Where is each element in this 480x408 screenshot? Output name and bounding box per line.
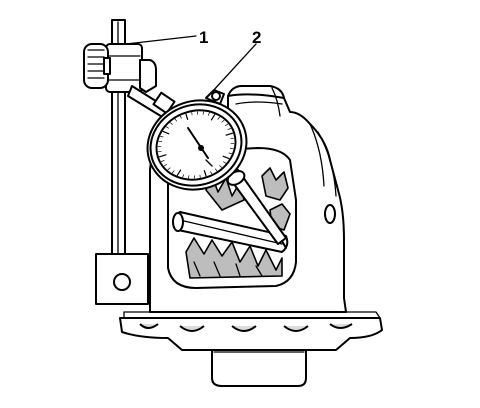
case-flange [119, 317, 383, 351]
dial-tick [217, 116, 221, 120]
dial-tick [225, 132, 234, 136]
dial-tick [227, 127, 232, 131]
dial-tick [185, 113, 189, 120]
dial-tick [182, 174, 185, 178]
dial-indicator [146, 89, 287, 249]
callout-1: 1 [125, 28, 208, 47]
dial-tick [160, 159, 165, 163]
dial-tick [219, 165, 223, 168]
dial-tick [187, 175, 190, 179]
base-knob [113, 273, 131, 291]
dial-pivot [198, 145, 204, 151]
dial-tick [174, 118, 178, 122]
pinion-gear-teeth [185, 237, 283, 279]
dial-tick [179, 115, 182, 119]
dial-tick [167, 167, 171, 171]
thumb-screw-knob [83, 43, 111, 89]
dial-tick [169, 122, 173, 125]
flange-bosses [139, 323, 353, 332]
dial-tick [165, 126, 170, 129]
dial-ticks [157, 111, 235, 179]
magnetic-base-stand [83, 19, 176, 305]
dial-tick [228, 152, 232, 155]
dial-tick [222, 155, 230, 160]
dial-tick [162, 130, 170, 135]
dial-tick [202, 111, 205, 115]
arm-coupler [152, 91, 176, 115]
dial-tick [158, 154, 167, 158]
case-bolt-hole [324, 204, 336, 224]
dial-tick [207, 112, 210, 116]
dial-tick [221, 119, 225, 123]
dial-needle [187, 127, 209, 159]
dial-tick [224, 123, 229, 127]
dial-tick [157, 150, 162, 153]
magnetic-base [95, 253, 149, 305]
pinion-shaft [172, 211, 289, 253]
arm-clamp [139, 59, 157, 93]
post-clamp [105, 43, 143, 93]
callout-2: 2 [211, 28, 261, 93]
dial-tick [171, 170, 175, 174]
dial-face [155, 109, 237, 181]
dial-tick [160, 135, 164, 138]
dial-tick [222, 161, 227, 164]
dial-tick [203, 170, 207, 177]
dial-tick [214, 168, 218, 172]
callout-1-label: 1 [199, 28, 208, 47]
callout-2-label: 2 [252, 28, 261, 47]
dial-tick [230, 137, 235, 140]
dial-tick [210, 171, 213, 175]
dial-tick [210, 114, 216, 121]
callout-1-leader [125, 35, 197, 45]
dial-tick [176, 169, 182, 176]
dial-tick [163, 163, 168, 167]
callout-2-leader [211, 43, 257, 93]
